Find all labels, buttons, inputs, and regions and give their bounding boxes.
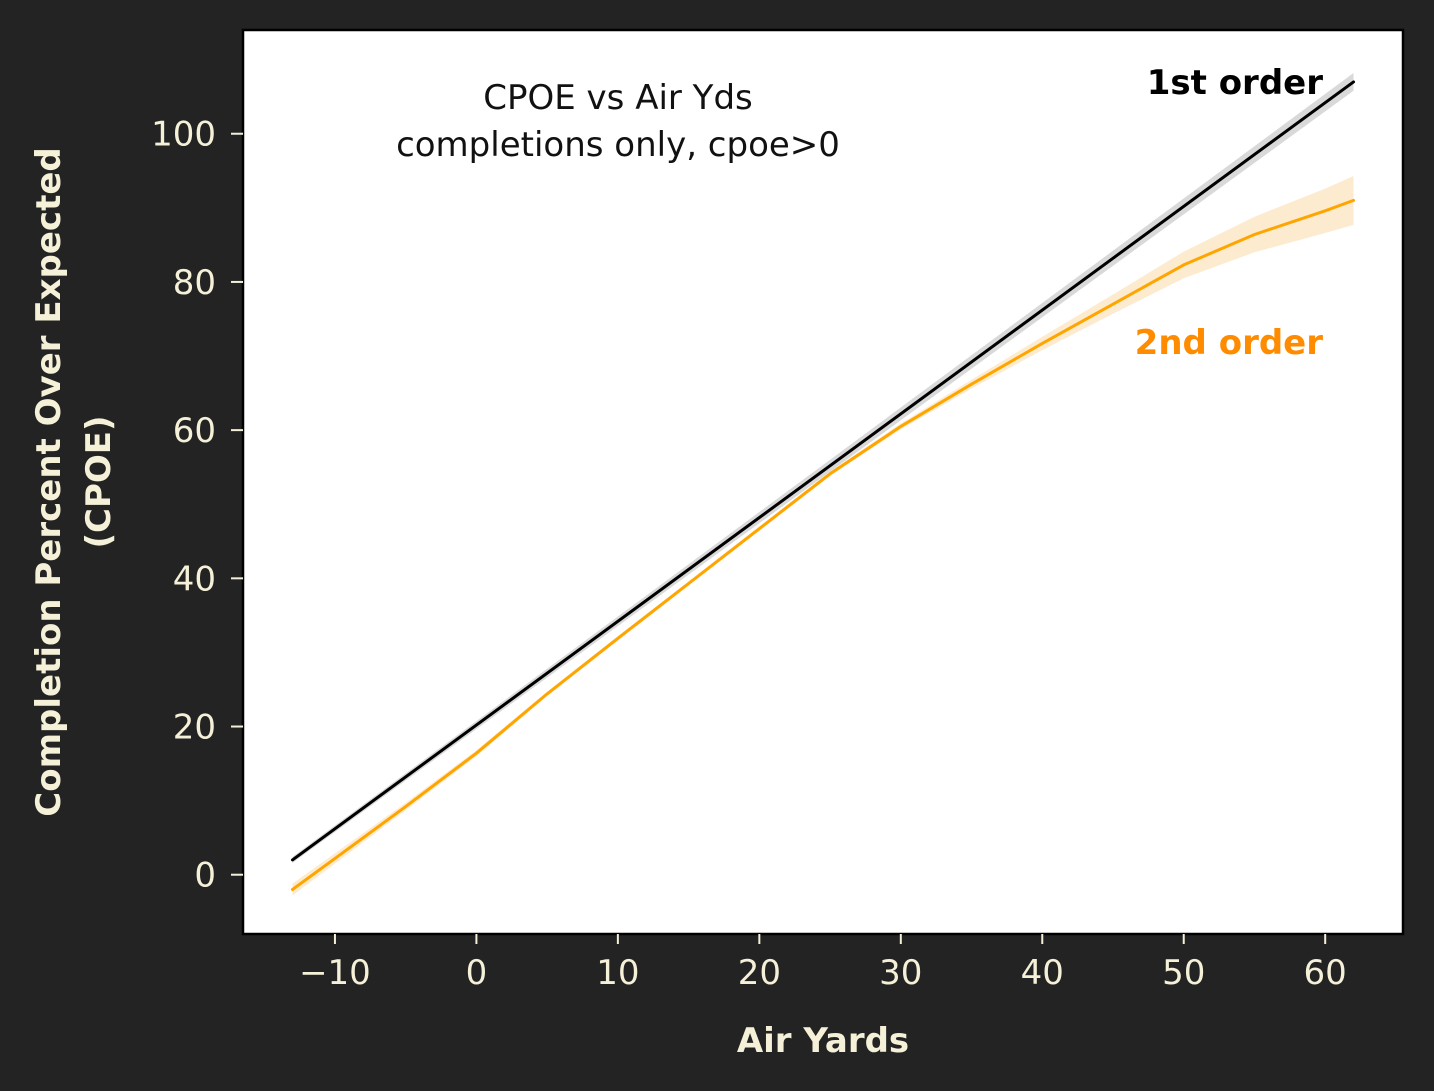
series-line-2nd-order [291,198,1355,891]
y-tick-label: 0 [194,856,216,896]
y-tick-label: 40 [173,559,216,599]
plot-frame [241,28,1405,936]
y-tick-label: 60 [173,411,216,451]
series-line-1st-order [291,80,1355,862]
x-tick-label: 50 [1162,953,1205,993]
x-tick-label: 10 [596,953,639,993]
x-tick-label: −10 [299,953,371,993]
y-tick-label: 80 [173,263,216,303]
x-axis-label: Air Yards [737,1021,909,1061]
y-tick-label: 100 [151,115,216,155]
x-tick-label: 0 [466,953,488,993]
y-axis-label-line-2: (CPOE) [79,415,119,548]
confidence-band-2nd-order [292,176,1354,896]
chart-title-line-2: completions only, cpoe>0 [396,125,840,165]
y-axis-ticks: 0 20 40 60 80 100 [151,115,243,896]
x-tick-label: 40 [1021,953,1064,993]
y-axis-label-line-1: Completion Percent Over Expected [29,147,69,816]
y-tick-label: 20 [173,708,216,748]
x-tick-label: 30 [879,953,922,993]
x-axis-ticks: −10 0 10 20 30 40 50 60 [299,934,1347,993]
x-tick-label: 20 [738,953,781,993]
series-label-2nd-order: 2nd order [1135,323,1324,363]
series-lines [291,80,1355,891]
x-tick-label: 60 [1304,953,1347,993]
chart-title-line-1: CPOE vs Air Yds [483,78,753,118]
series-label-1st-order: 1st order [1147,63,1324,103]
